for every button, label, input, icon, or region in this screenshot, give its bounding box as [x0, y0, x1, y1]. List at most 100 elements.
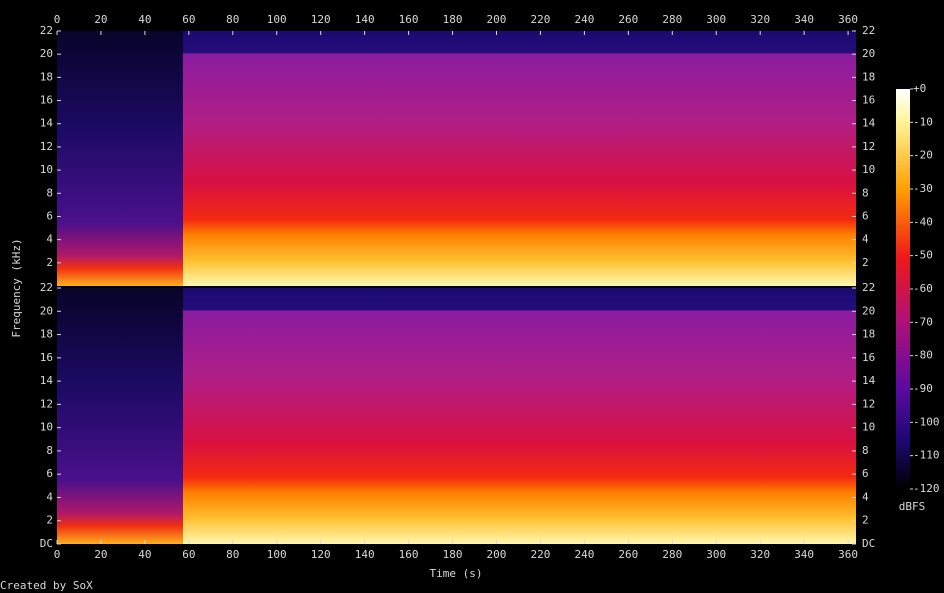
x-tick-label: 300 [706, 548, 726, 561]
y-tick-label: 2 [862, 514, 869, 527]
y-tick-label: 20 [40, 47, 53, 60]
x-tick-label: 180 [443, 13, 463, 26]
y-tick-label: 22 [862, 281, 875, 294]
quiet-intro [57, 31, 183, 286]
y-tick-label: 10 [862, 163, 875, 176]
y-tick-label: 4 [46, 490, 53, 503]
x-axis-label: Time (s) [430, 567, 483, 580]
y-tick-label: 14 [862, 117, 876, 130]
y-tick-label: 4 [862, 490, 869, 503]
y-tick-label: 6 [862, 209, 869, 222]
y-tick-label: 12 [862, 140, 875, 153]
x-tick-label: 280 [662, 548, 682, 561]
x-tick-label: 0 [54, 548, 61, 561]
channel-1 [57, 31, 856, 286]
x-tick-label: 300 [706, 13, 726, 26]
x-tick-label: 220 [531, 13, 551, 26]
y-tick-label: 2 [46, 514, 53, 527]
colorbar-tick-label: +0 [913, 82, 926, 95]
y-tick-label: 6 [46, 209, 53, 222]
x-tick-label: 140 [355, 548, 375, 561]
x-tick-label: 320 [750, 13, 770, 26]
y-tick-label: 10 [862, 421, 875, 434]
y-tick-label: 16 [862, 351, 875, 364]
y-tick-label: 16 [40, 94, 53, 107]
colorbar-tick-label: -80 [913, 349, 933, 362]
quiet-intro [57, 288, 183, 544]
x-tick-label: 200 [487, 548, 507, 561]
y-tick-label: 10 [40, 163, 53, 176]
x-tick-label: 0 [54, 13, 61, 26]
y-tick-label: 4 [46, 233, 53, 246]
y-tick-label: 18 [40, 70, 53, 83]
y-tick-label: 14 [40, 374, 54, 387]
y-tick-label: 20 [40, 304, 53, 317]
y-tick-label: 4 [862, 233, 869, 246]
colorbar-tick-label: -60 [913, 282, 933, 295]
x-tick-label: 360 [838, 13, 858, 26]
x-tick-label: 180 [443, 548, 463, 561]
y-tick-label: 14 [40, 117, 54, 130]
y-tick-label: DC [40, 537, 53, 550]
x-tick-label: 120 [311, 548, 331, 561]
x-tick-label: 100 [267, 548, 287, 561]
x-tick-label: 60 [182, 13, 195, 26]
y-tick-label: 2 [862, 256, 869, 269]
y-tick-label: 22 [862, 24, 875, 37]
colorbar-tick-label: -120 [913, 482, 940, 495]
x-tick-label: 320 [750, 548, 770, 561]
y-tick-label: 22 [40, 281, 53, 294]
x-tick-label: 20 [94, 548, 107, 561]
y-tick-label: 8 [862, 186, 869, 199]
colorbar-tick-label: -20 [913, 149, 933, 162]
x-tick-label: 40 [138, 548, 151, 561]
y-tick-label: DC [862, 537, 875, 550]
colorbar-tick-label: -50 [913, 249, 933, 262]
footer: Created by SoX [0, 579, 93, 592]
y-tick-label: 20 [862, 304, 875, 317]
y-tick-label: 8 [862, 444, 869, 457]
x-tick-label: 340 [794, 548, 814, 561]
y-tick-label: 12 [862, 397, 875, 410]
y-tick-label: 14 [862, 374, 876, 387]
colorbar-tick-label: -30 [913, 182, 933, 195]
colorbar-label: dBFS [899, 500, 926, 513]
x-tick-label: 360 [838, 548, 858, 561]
x-tick-label: 220 [531, 548, 551, 561]
x-tick-label: 140 [355, 13, 375, 26]
colorbar-tick-label: -10 [913, 115, 933, 128]
y-tick-label: 18 [40, 328, 53, 341]
channel-2 [57, 288, 856, 544]
x-tick-label: 240 [574, 13, 594, 26]
y-tick-label: 8 [46, 186, 53, 199]
y-tick-label: 10 [40, 421, 53, 434]
colorbar-tick-label: -100 [913, 415, 940, 428]
x-tick-label: 80 [226, 13, 239, 26]
y-tick-label: 8 [46, 444, 53, 457]
x-tick-label: 100 [267, 13, 287, 26]
x-tick-label: 260 [618, 548, 638, 561]
y-tick-label: 16 [40, 351, 53, 364]
x-tick-label: 200 [487, 13, 507, 26]
y-tick-label: 18 [862, 328, 875, 341]
x-tick-label: 60 [182, 548, 195, 561]
colorbar-tick-label: -70 [913, 315, 933, 328]
y-tick-label: 12 [40, 140, 53, 153]
y-tick-label: 6 [46, 467, 53, 480]
y-tick-label: 22 [40, 24, 53, 37]
x-tick-label: 80 [226, 548, 239, 561]
y-tick-label: 16 [862, 94, 875, 107]
colorbar-tick-label: -110 [913, 449, 940, 462]
colorbar-tick-label: -40 [913, 215, 933, 228]
y-tick-label: 2 [46, 256, 53, 269]
spectrum-image [57, 31, 856, 286]
x-tick-label: 340 [794, 13, 814, 26]
y-tick-label: 6 [862, 467, 869, 480]
y-tick-label: 12 [40, 397, 53, 410]
x-tick-label: 40 [138, 13, 151, 26]
x-tick-label: 160 [399, 548, 419, 561]
colorbar-tick-label: -90 [913, 382, 933, 395]
y-tick-label: 18 [862, 70, 875, 83]
x-tick-label: 260 [618, 13, 638, 26]
